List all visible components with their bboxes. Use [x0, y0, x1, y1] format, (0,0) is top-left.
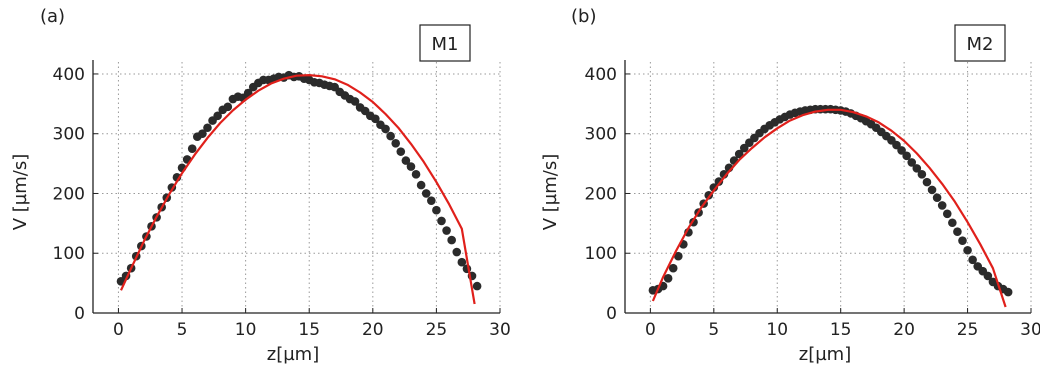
panel-b-data-point — [948, 218, 957, 228]
panel-b-data-point — [892, 140, 901, 150]
panel-b-data-point — [963, 245, 972, 255]
panel-b-y-tick-label: 100 — [585, 244, 617, 264]
panel-a-data-point — [381, 124, 390, 134]
panel-b-x-tick-label: 15 — [830, 320, 852, 340]
panel-a-data-point — [223, 102, 233, 112]
panel-a-data-point — [457, 257, 467, 267]
panel-b-legend-text: M2 — [967, 34, 994, 55]
panel-b-data-point — [932, 193, 942, 202]
panel-a-y-tick-label: 100 — [53, 244, 85, 264]
panel-b-data-point — [907, 158, 917, 167]
panel-b-x-tick-label: 25 — [957, 320, 979, 340]
panel-b-data-point — [1003, 287, 1013, 297]
panel-b-data-point — [673, 251, 683, 261]
panel-b-data-point — [927, 185, 937, 195]
panel-a-data-point — [427, 196, 436, 205]
panel-b-x-tick-label: 0 — [645, 320, 656, 340]
panel-b-data-point — [968, 255, 977, 265]
panel-b-chart: (b) M2 z[µm] V [µm/s] 0 5 10 15 20 25 30010020… — [540, 6, 1040, 365]
panel-a-x-tick-label: 20 — [362, 320, 384, 340]
panel-a-x-tick-label: 15 — [298, 320, 320, 340]
panel-a-data-point — [396, 147, 406, 156]
panel-a-data-point — [350, 97, 360, 106]
panel-a-legend-text: M1 — [432, 34, 459, 55]
panel-a-xlabel: z[µm] — [267, 344, 319, 365]
panel-b-x-tick-label: 10 — [766, 320, 788, 340]
panel-b-x-tick-label: 5 — [708, 320, 719, 340]
panel-b-y-tick-label: 0 — [606, 304, 617, 324]
panel-b-data-point — [734, 149, 744, 159]
panel-a-data-points — [116, 70, 482, 291]
panel-b-data-point — [922, 177, 932, 187]
panel-a-data-point — [391, 138, 401, 148]
panel-a-data-point — [203, 123, 212, 133]
panel-a-data-point — [432, 205, 441, 215]
panel-b-data-point — [714, 177, 724, 186]
panel-a-data-point — [421, 189, 431, 198]
panel-b-ylabel: V [µm/s] — [540, 154, 561, 231]
panel-b-data-points — [648, 104, 1013, 297]
panel-b-data-point — [897, 146, 906, 155]
panel-a-data-point — [406, 162, 416, 171]
panel-b-legend-frame — [954, 24, 1006, 62]
panel-b-data-point — [739, 143, 749, 153]
panel-b-y-tick-label: 200 — [585, 184, 617, 204]
panel-a-ylabel: V [µm/s] — [10, 154, 31, 231]
panel-b-y-tick-label: 300 — [585, 125, 617, 145]
panel-a-x-tick-label: 30 — [489, 320, 511, 340]
panel-b-x-tick-label: 20 — [893, 320, 915, 340]
panel-a-data-point — [187, 144, 197, 153]
panel-a-x-tick-label: 25 — [426, 320, 448, 340]
panel-b-data-point — [912, 164, 922, 173]
panel-a-data-point — [213, 111, 222, 121]
panel-b-y-tick-label: 400 — [585, 65, 617, 85]
panel-a-x-tick-label: 5 — [177, 320, 188, 340]
panel-b-data-point — [958, 236, 967, 245]
panel-a-data-point — [447, 235, 456, 245]
panel-b-data-point — [709, 183, 719, 192]
panel-a-x-tick-label: 10 — [235, 320, 257, 340]
panel-a-data-point — [401, 156, 411, 165]
panel-b-x-tick-label: 30 — [1020, 320, 1040, 340]
panel-b-data-point — [668, 263, 678, 273]
panel-a-data-point — [371, 114, 380, 124]
panel-b-data-point — [902, 151, 911, 161]
panel-a-legend-frame — [419, 24, 471, 62]
panel-b-data-point — [937, 201, 947, 210]
panel-a-data-point — [416, 180, 426, 190]
panel-a-data-point — [198, 129, 207, 139]
panel-a-fit-curve — [120, 73, 476, 305]
panel-a-x-tick-label: 0 — [113, 320, 124, 340]
panel-b-fit-curve — [651, 108, 1007, 308]
panel-a-y-tick-label: 400 — [53, 65, 85, 85]
panel-a-data-point — [442, 226, 451, 235]
panel-b-data-point — [663, 274, 673, 283]
panel-b-data-point — [917, 170, 927, 179]
panel-a-y-tick-label: 0 — [74, 304, 85, 324]
panel-a-data-point — [437, 216, 446, 226]
panel-a-y-tick-label: 200 — [53, 184, 85, 204]
panel-a-data-point — [411, 170, 421, 179]
panel-a-data-point — [386, 131, 395, 141]
panel-a-data-point — [452, 247, 462, 257]
panel-b-label: (b) — [571, 6, 596, 27]
panel-b-legend-box: M2 — [954, 24, 1006, 62]
panel-b-data-point — [983, 271, 993, 281]
panel-a-chart: (a) M1 z[µm] V [µm/s] 0 5 10 15 20 25 30010020… — [10, 6, 511, 365]
panel-a-data-point — [472, 281, 482, 291]
panel-b-data-point — [953, 227, 962, 237]
panel-a-legend-box: M1 — [419, 24, 471, 62]
panel-b-xlabel: z[µm] — [799, 344, 851, 365]
panel-b-data-point — [942, 209, 952, 219]
panel-a-label: (a) — [40, 6, 65, 27]
panel-a-y-tick-label: 300 — [53, 125, 85, 145]
